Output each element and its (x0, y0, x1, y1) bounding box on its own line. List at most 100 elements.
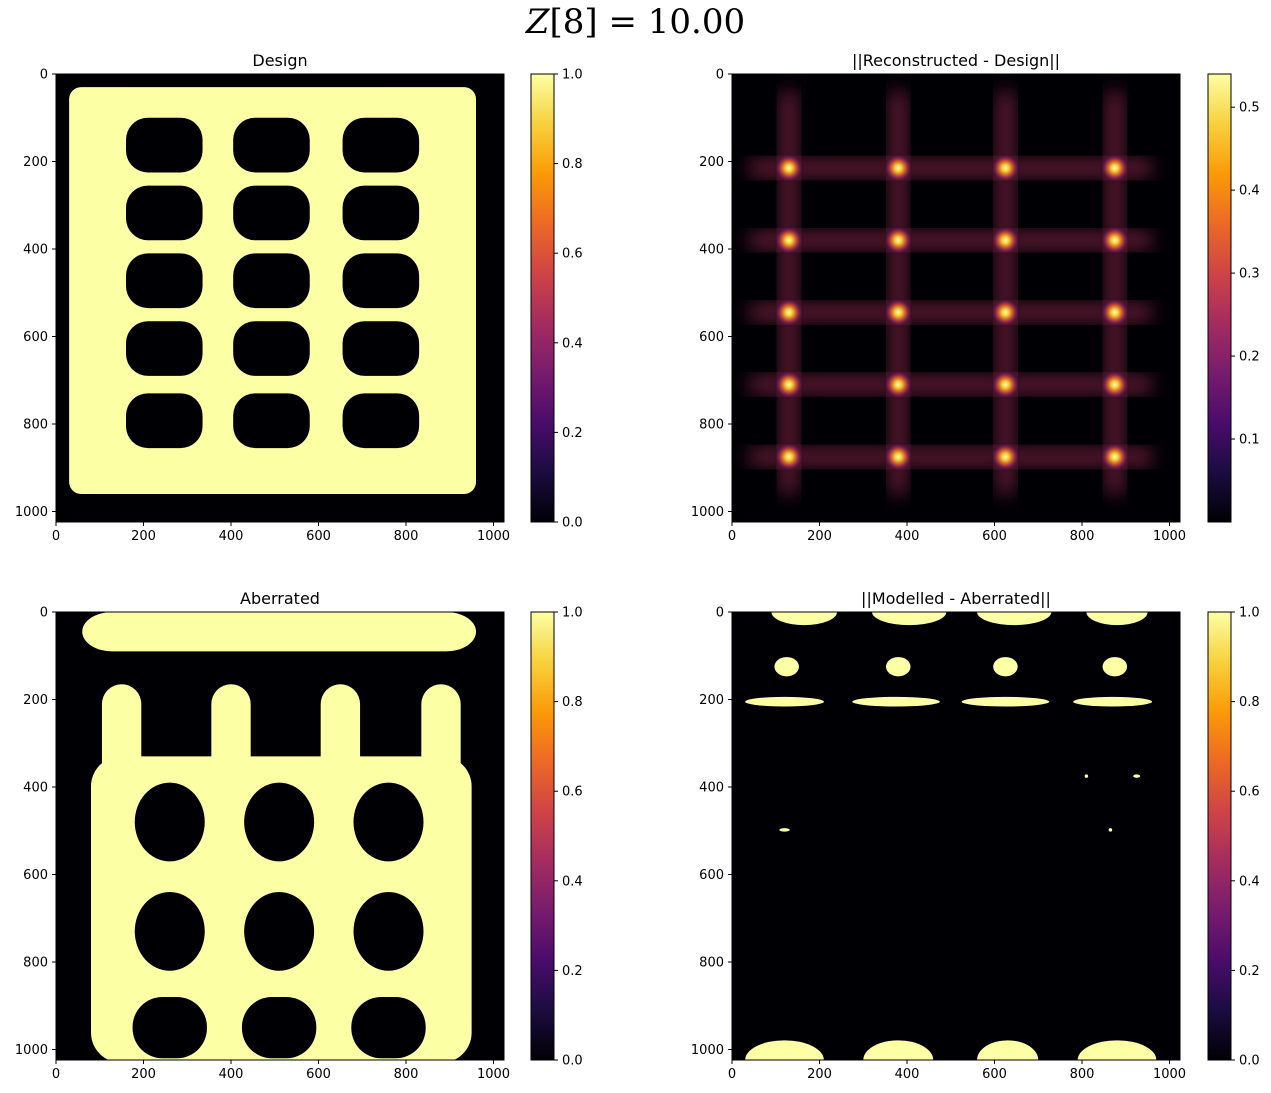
colorbar-tick-label: 1.0 (1239, 606, 1260, 621)
design-hole (342, 321, 420, 376)
heatmap-image (56, 612, 504, 1060)
error-peak (883, 225, 914, 256)
error-peak (774, 441, 804, 472)
error-band-col (1106, 91, 1124, 494)
y-tick-label: 600 (23, 330, 48, 345)
mismatch-blob (961, 696, 1050, 707)
design-hole (342, 117, 420, 173)
x-tick-label: 400 (219, 529, 244, 544)
mismatch-blob (1073, 696, 1152, 707)
subplot-title: ||Modelled - Aberrated|| (861, 589, 1051, 608)
aberrated-hole (134, 782, 205, 862)
y-tick-label: 200 (699, 155, 724, 170)
colorbar-tick-label: 0.4 (1239, 874, 1260, 889)
design-hole (126, 393, 203, 449)
mismatch-blob (977, 1040, 1039, 1060)
aberrated-hole (353, 892, 424, 971)
error-peak (774, 153, 804, 183)
error-peak (990, 297, 1021, 328)
x-tick-label: 1000 (1153, 1067, 1186, 1082)
y-tick-label: 400 (23, 243, 48, 258)
error-peak (1099, 153, 1130, 183)
colorbar-tick-label: 0.8 (562, 157, 583, 172)
y-tick-label: 0 (716, 606, 724, 621)
mismatch-blob (977, 612, 1052, 626)
heatmap-image (732, 612, 1180, 1060)
y-tick-label: 200 (23, 693, 48, 708)
error-band-row (749, 375, 1152, 394)
title-value: 10.00 (647, 2, 746, 42)
aberrated-top-lobe (82, 612, 476, 652)
design-hole (126, 253, 203, 309)
colorbar-tick-label: 0.2 (1239, 350, 1260, 365)
subplot-title: ||Reconstructed - Design|| (852, 51, 1060, 70)
y-tick-label: 400 (23, 781, 48, 796)
x-tick-label: 0 (728, 529, 736, 544)
colorbar-tick-label: 0.5 (1239, 101, 1260, 116)
subplot-4: ||Modelled - Aberrated|| 0 200 400 600 800 100… (691, 589, 1260, 1082)
error-band-row (749, 159, 1152, 177)
y-tick-label: 800 (699, 418, 724, 433)
colorbar-tick-label: 0.1 (1239, 433, 1260, 448)
colorbar (1207, 73, 1232, 523)
subplot-title: Aberrated (240, 589, 320, 608)
design-hole (126, 117, 203, 173)
mismatch-blob (886, 657, 911, 677)
x-tick-label: 200 (131, 529, 156, 544)
error-peak (883, 441, 914, 472)
error-peak (1099, 225, 1130, 256)
y-tick-label: 600 (699, 868, 724, 883)
mismatch-blob (852, 696, 940, 707)
y-tick-label: 800 (699, 956, 724, 971)
colorbar-tick-label: 0.2 (562, 964, 583, 979)
colorbar-tick-label: 0.2 (1239, 964, 1260, 979)
design-hole (233, 393, 310, 449)
colorbar-tick-label: 0.3 (1239, 267, 1260, 282)
colorbar (1207, 611, 1232, 1061)
error-band-col (889, 91, 907, 494)
colorbar-tick-label: 0.6 (1239, 785, 1260, 800)
y-tick-label: 600 (699, 330, 724, 345)
x-tick-label: 400 (895, 1067, 920, 1082)
error-peak (774, 297, 804, 328)
x-tick-label: 400 (219, 1067, 244, 1082)
x-tick-label: 0 (728, 1067, 736, 1082)
y-tick-label: 800 (23, 956, 48, 971)
design-hole (233, 117, 310, 173)
subplot-title: Design (252, 51, 307, 70)
subplot-1: Design 0 200 400 600 800 1000 0 200 400 600 800 1000… (15, 51, 583, 544)
colorbar-tick-label: 1.0 (562, 68, 583, 83)
error-peak (1099, 369, 1130, 400)
error-peak (883, 153, 914, 183)
mismatch-blob (1102, 657, 1128, 677)
colorbar-tick-label: 0.6 (562, 785, 583, 800)
mismatch-blob (745, 696, 824, 707)
x-tick-label: 600 (982, 529, 1007, 544)
mismatch-speck (1133, 774, 1141, 778)
y-tick-label: 200 (23, 155, 48, 170)
heatmap-image (732, 74, 1180, 522)
axes-frame (731, 73, 1181, 523)
x-tick-label: 800 (394, 1067, 419, 1082)
y-tick-label: 1000 (15, 1043, 48, 1058)
error-peak (883, 369, 914, 400)
mismatch-speck (779, 828, 790, 832)
heatmap-image (56, 74, 504, 522)
x-tick-label: 800 (1070, 529, 1095, 544)
design-hole (233, 185, 310, 241)
colorbar (530, 73, 555, 523)
colorbar-tick-label: 0.2 (562, 426, 583, 441)
error-peak (1099, 297, 1130, 328)
error-peak (883, 297, 914, 328)
colorbar-tick-label: 0.0 (562, 516, 583, 531)
design-hole (342, 253, 420, 309)
colorbar (530, 611, 555, 1061)
y-tick-label: 1000 (691, 505, 724, 520)
aberrated-hole (351, 997, 426, 1059)
aberrated-hole (353, 782, 424, 862)
colorbar-tick-label: 0.8 (562, 695, 583, 710)
colorbar-tick-label: 0.4 (562, 874, 583, 889)
title-equals: = (597, 2, 648, 42)
x-tick-label: 600 (306, 1067, 331, 1082)
aberrated-hole (244, 782, 315, 862)
